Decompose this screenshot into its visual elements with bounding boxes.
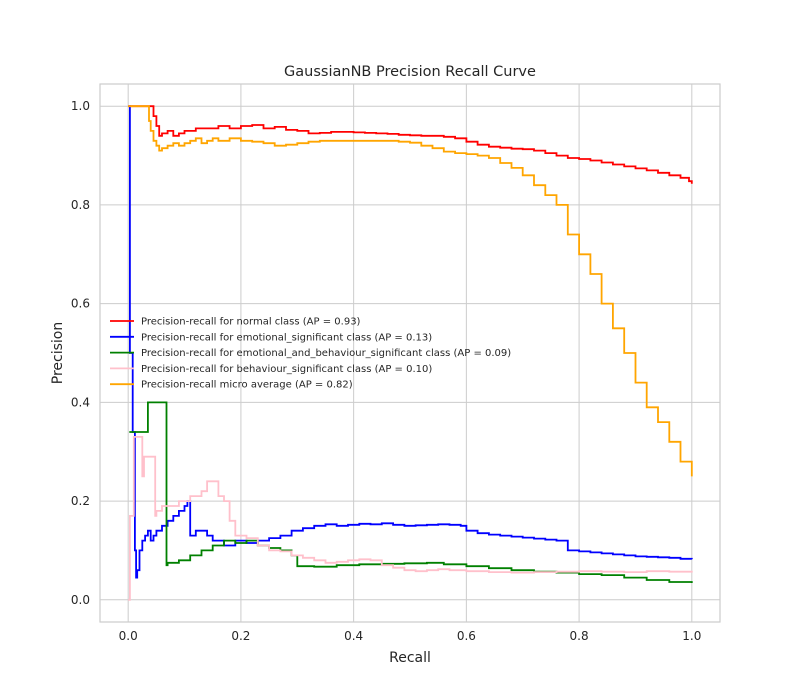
series-lines [128,105,693,601]
y-tick-label: 1.0 [71,99,90,113]
x-tick-label: 1.0 [682,629,701,643]
x-tick-label: 0.4 [344,629,363,643]
y-tick-label: 0.4 [71,395,90,409]
legend-entry: Precision-recall for behaviour_significa… [141,364,432,375]
y-tick-label: 0.2 [71,494,90,508]
plot-area [99,83,721,623]
series-line-5 [128,105,693,477]
legend: Precision-recall for normal class (AP = … [110,317,511,391]
y-tick-label: 0.0 [71,593,90,607]
series-line-1 [128,105,693,184]
chart-title: GaussianNB Precision Recall Curve [284,64,536,80]
tick-labels: 0.0 0.2 0.4 0.6 0.8 1.0 0.0 0.2 0.4 0.6 0.8 1.0 [71,99,701,643]
x-tick-label: 0.2 [231,629,250,643]
y-tick-label: 0.6 [71,297,90,311]
y-axis-label: Precision [50,322,66,384]
legend-entry: Precision-recall micro average (AP = 0.8… [141,380,353,391]
series-line-3 [129,401,693,583]
series-line-2 [129,105,693,579]
x-tick-label: 0.6 [457,629,476,643]
x-axis-label: Recall [389,650,431,666]
x-tick-label: 0.8 [570,629,589,643]
legend-entry: Precision-recall for emotional_significa… [141,332,432,343]
x-tick-label: 0.0 [119,629,138,643]
legend-entry: Precision-recall for emotional_and_behav… [141,348,511,359]
y-tick-label: 0.8 [71,198,90,212]
grid [100,84,720,622]
series-line-4 [128,436,693,601]
legend-entry: Precision-recall for normal class (AP = … [141,317,361,328]
